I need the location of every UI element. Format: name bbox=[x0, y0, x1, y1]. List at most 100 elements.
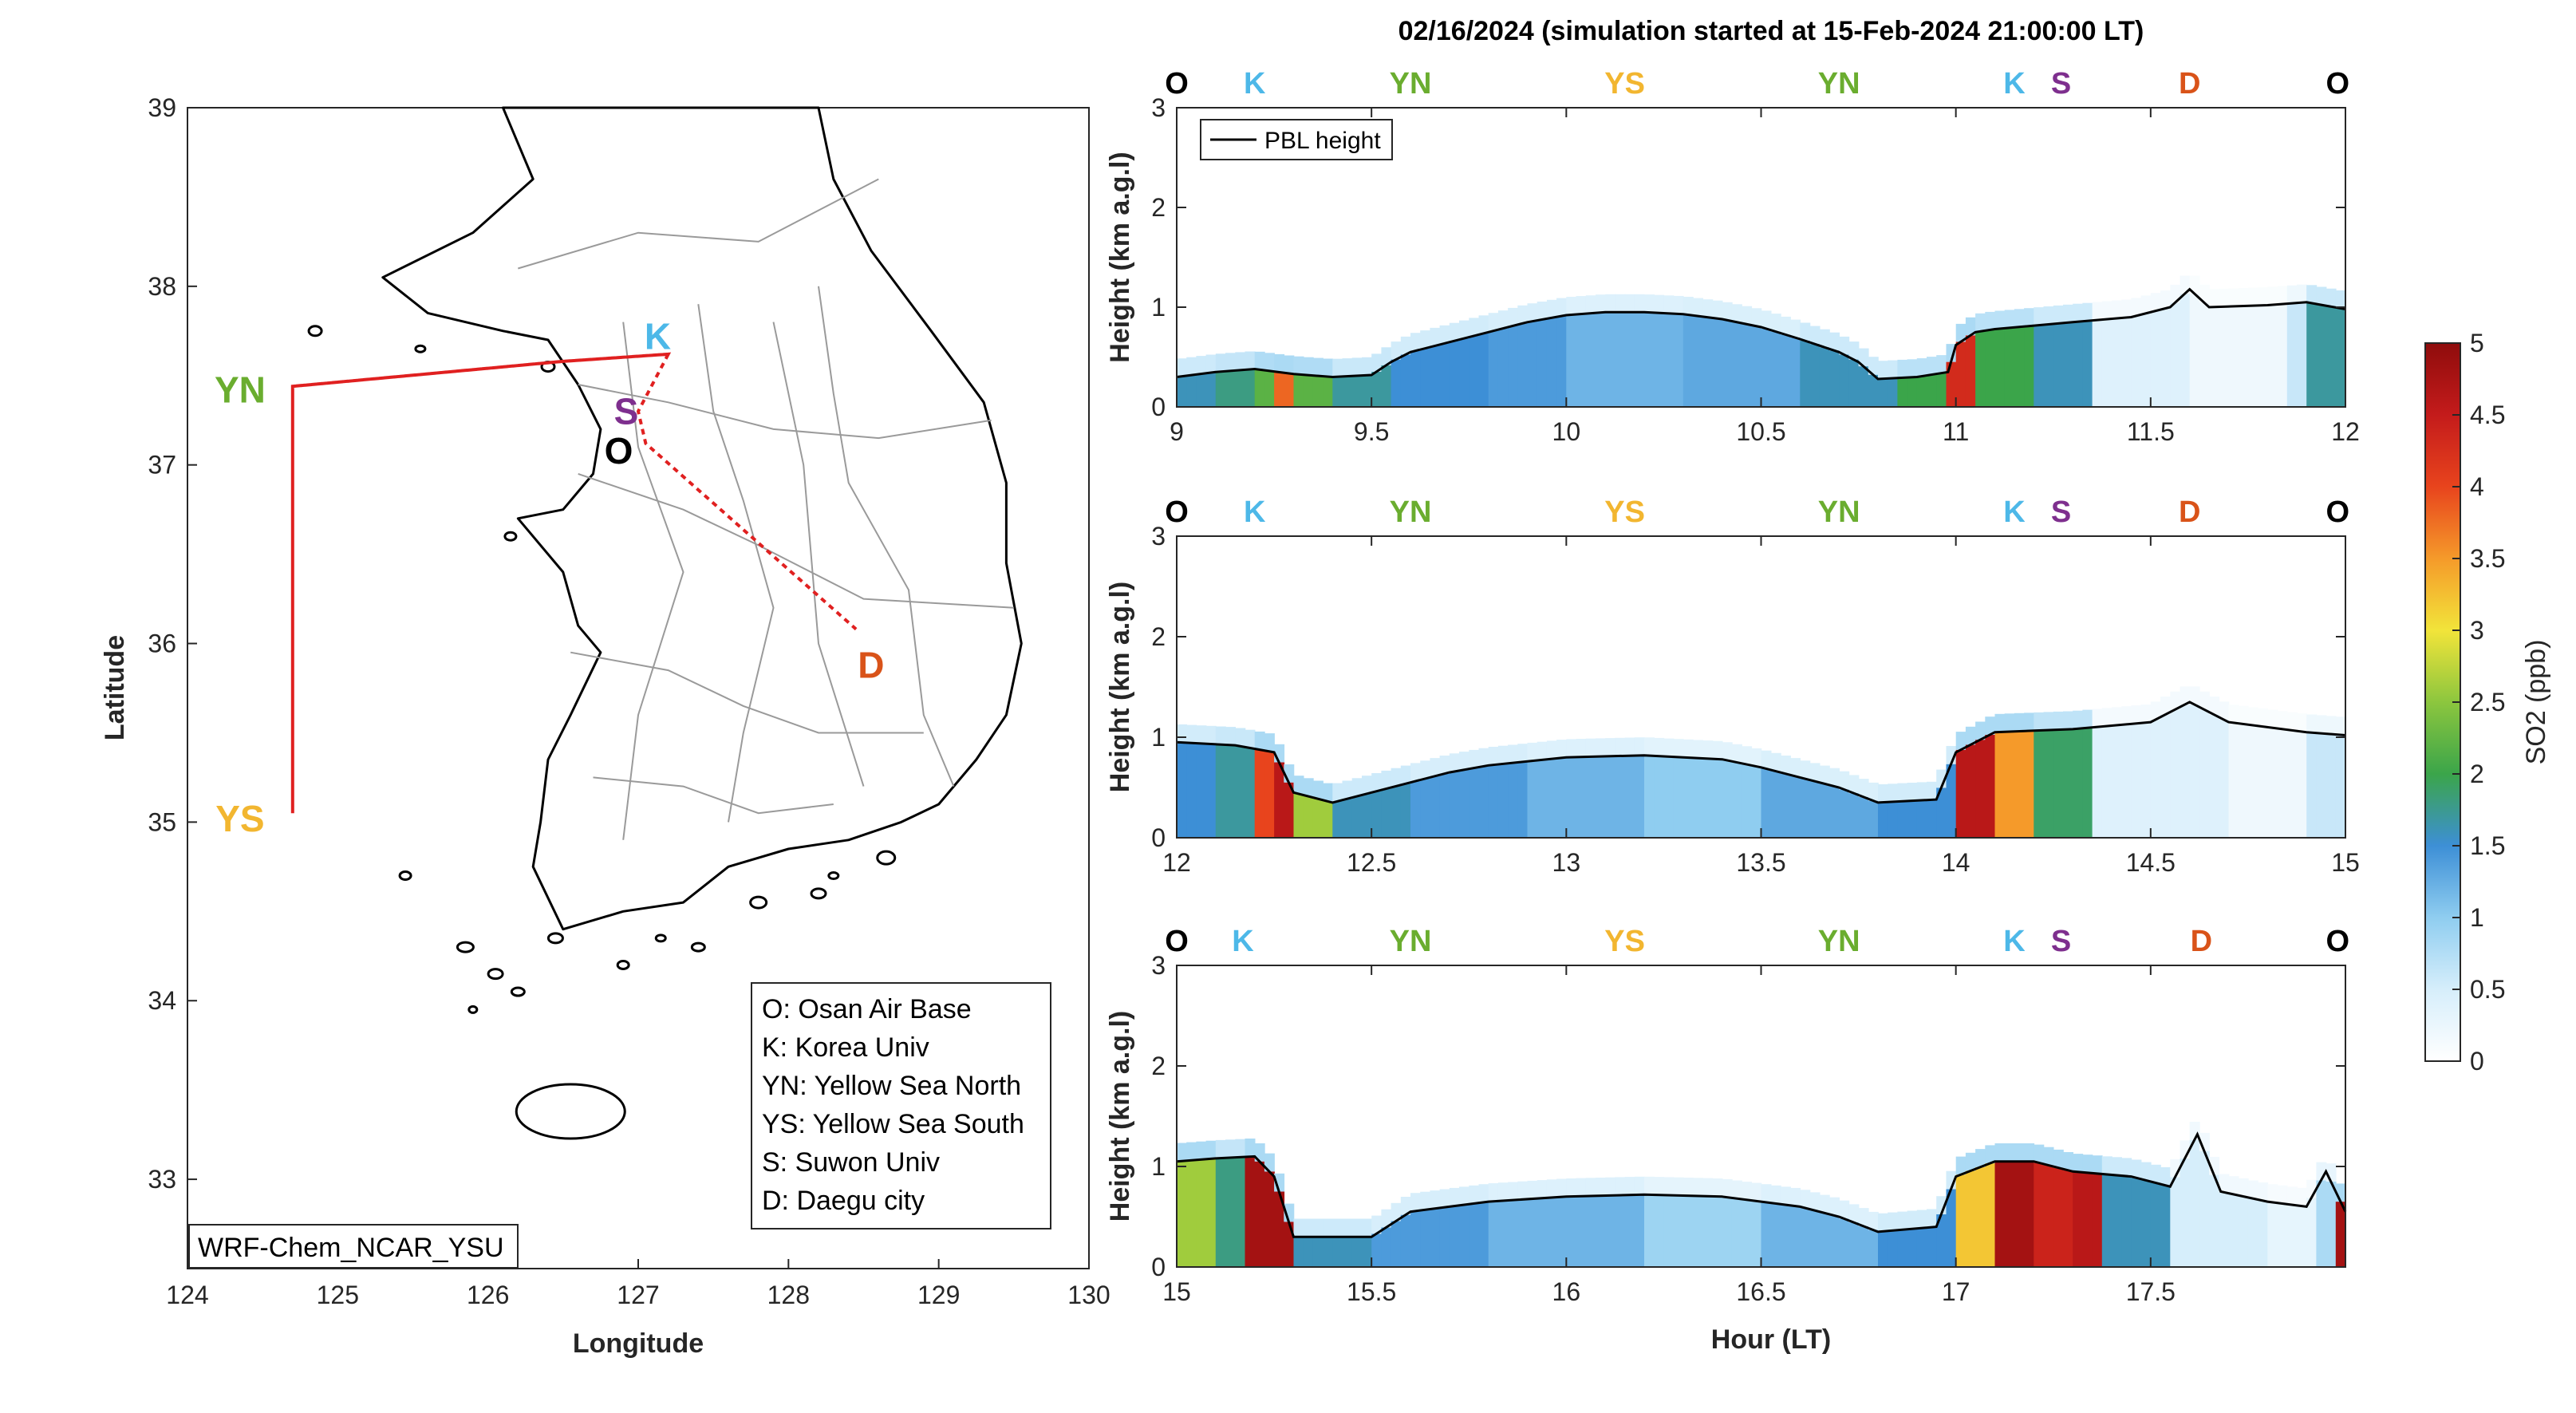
so2-cell bbox=[1927, 357, 1937, 375]
so2-cell bbox=[2160, 1185, 2171, 1267]
so2-cell bbox=[1800, 1208, 1811, 1267]
so2-cell bbox=[1829, 350, 1840, 407]
so2-cell bbox=[1439, 773, 1450, 838]
so2-cell bbox=[2160, 308, 2171, 407]
so2-cell bbox=[1312, 1237, 1324, 1267]
map-x-tick-label: 128 bbox=[767, 1281, 810, 1309]
so2-cell bbox=[2297, 302, 2307, 407]
so2-cell bbox=[1585, 738, 1596, 757]
island bbox=[690, 941, 706, 953]
map-y-tick-label: 34 bbox=[148, 986, 176, 1015]
so2-cell bbox=[1790, 776, 1801, 838]
colorbar-tick-label: 5 bbox=[2470, 329, 2484, 357]
so2-cell bbox=[1868, 357, 1879, 375]
so2-cell bbox=[2180, 1158, 2191, 1267]
so2-cell bbox=[1235, 1157, 1246, 1267]
so2-cell bbox=[2189, 1139, 2200, 1267]
so2-cell bbox=[1400, 783, 1411, 838]
so2-cell bbox=[2209, 697, 2220, 715]
so2-cell bbox=[2286, 1186, 2298, 1206]
so2-cell bbox=[2024, 731, 2035, 838]
so2-cell bbox=[1342, 358, 1353, 377]
so2-cell bbox=[1400, 354, 1411, 407]
so2-cell bbox=[1965, 1170, 1976, 1267]
so2-cell bbox=[1527, 321, 1538, 407]
so2-cell bbox=[1439, 343, 1450, 407]
so2-cell bbox=[1888, 378, 1899, 407]
so2-cell bbox=[1673, 1177, 1684, 1196]
so2-cell bbox=[2150, 310, 2161, 407]
so2-cell bbox=[1605, 1177, 1616, 1196]
so2-cell bbox=[2112, 1157, 2122, 1175]
so2-cell bbox=[1469, 1185, 1480, 1204]
so2-cell bbox=[2140, 1180, 2152, 1267]
so2-cell bbox=[1985, 716, 1996, 735]
so2-cell bbox=[2228, 1176, 2239, 1194]
so2-cell bbox=[1975, 1166, 1986, 1267]
so2-cell bbox=[1381, 1227, 1392, 1267]
so2-cell bbox=[1751, 1182, 1762, 1202]
so2-cell bbox=[1293, 1218, 1304, 1237]
so2-cell bbox=[2306, 302, 2318, 407]
so2-cell bbox=[1556, 757, 1568, 838]
so2-cell bbox=[1946, 764, 1957, 838]
so2-cell bbox=[1585, 756, 1596, 838]
so2-cell bbox=[1420, 348, 1431, 407]
so2-cell bbox=[2286, 303, 2298, 407]
so2-cell bbox=[1371, 1233, 1383, 1267]
so2-cell bbox=[1634, 1194, 1645, 1267]
so2-cell bbox=[1585, 1196, 1596, 1267]
so2-cell bbox=[1731, 322, 1742, 408]
so2-cell bbox=[1936, 373, 1947, 407]
x-tick-label: 9.5 bbox=[1354, 417, 1389, 446]
so2-cell bbox=[2189, 705, 2200, 838]
so2-cell bbox=[1381, 770, 1392, 789]
so2-cell bbox=[2277, 286, 2288, 305]
so2-cell bbox=[1177, 1161, 1187, 1267]
so2-cell bbox=[1654, 313, 1665, 407]
so2-cell bbox=[1644, 737, 1655, 756]
island bbox=[749, 895, 768, 910]
so2-cell bbox=[1819, 329, 1830, 348]
so2-cell bbox=[1264, 353, 1275, 371]
so2-cell bbox=[1303, 375, 1314, 407]
so2-cell bbox=[1809, 326, 1821, 345]
colorbar-tick-label: 4 bbox=[2470, 472, 2484, 501]
so2-cell bbox=[2219, 1174, 2230, 1193]
so2-cell bbox=[1332, 801, 1343, 838]
so2-cell bbox=[1351, 357, 1363, 376]
so2-cell bbox=[1439, 1207, 1450, 1267]
so2-cell bbox=[1907, 783, 1918, 801]
so2-cell bbox=[2326, 716, 2337, 735]
so2-cell bbox=[1790, 337, 1801, 407]
y-tick-label: 2 bbox=[1151, 1052, 1166, 1080]
so2-cell bbox=[1722, 1197, 1733, 1267]
so2-cell bbox=[1839, 789, 1850, 838]
so2-cell bbox=[2004, 713, 2015, 732]
so2-cell bbox=[2297, 284, 2307, 303]
so2-cell bbox=[1430, 327, 1441, 346]
so2-cell bbox=[1177, 742, 1187, 838]
so2-cell bbox=[2053, 729, 2064, 838]
so2-cell bbox=[1546, 299, 1557, 318]
so2-cell bbox=[1839, 1218, 1850, 1267]
so2-cell bbox=[2131, 1178, 2142, 1267]
so2-cell bbox=[1790, 758, 1801, 776]
so2-cell bbox=[2004, 1143, 2015, 1162]
so2-cell bbox=[1410, 333, 1421, 351]
so2-cell bbox=[1975, 721, 1986, 740]
so2-cell bbox=[1323, 783, 1334, 802]
so2-cell bbox=[1654, 737, 1665, 756]
so2-cell bbox=[1225, 1158, 1236, 1267]
so2-cell bbox=[2170, 709, 2181, 838]
so2-cell bbox=[1420, 1191, 1431, 1210]
so2-cell bbox=[2247, 1198, 2258, 1267]
so2-cell bbox=[1459, 752, 1469, 770]
so2-cell bbox=[1264, 1153, 1275, 1172]
so2-cell bbox=[2189, 686, 2200, 705]
island bbox=[307, 325, 323, 337]
so2-cell bbox=[1888, 1212, 1899, 1231]
so2-cell bbox=[2101, 301, 2112, 320]
so2-cell bbox=[2297, 731, 2307, 838]
so2-cell bbox=[1751, 766, 1762, 838]
